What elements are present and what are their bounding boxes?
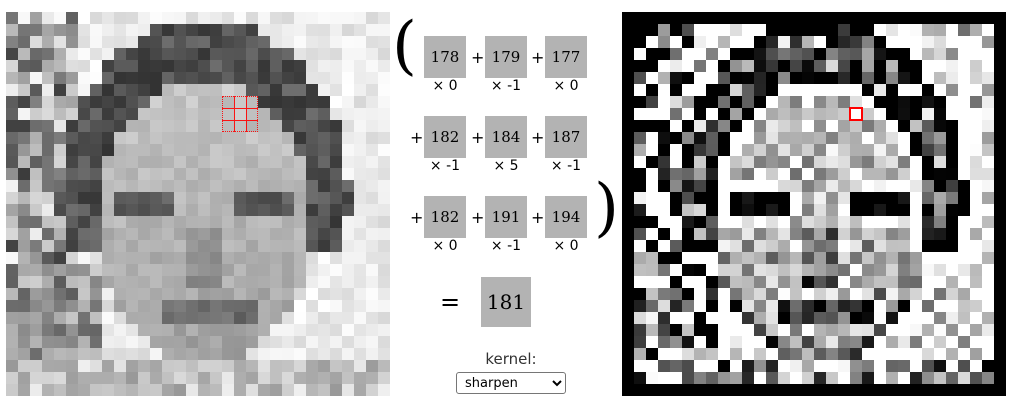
plus-sign: + bbox=[471, 208, 485, 227]
patch-cell: 187 bbox=[545, 116, 587, 158]
plus-sign: + bbox=[410, 208, 424, 227]
kernel-label: kernel: bbox=[485, 350, 537, 368]
plus-sign: + bbox=[531, 208, 545, 227]
patch-cell: 194 bbox=[545, 196, 587, 238]
kernel-weight: × 0 bbox=[553, 78, 579, 94]
kernel-weight: × -1 bbox=[550, 158, 582, 174]
open-parenthesis: ( bbox=[392, 9, 417, 83]
patch-cell: 182 bbox=[424, 116, 466, 158]
patch-cell: 179 bbox=[485, 36, 527, 78]
patch-cell: 184 bbox=[485, 116, 527, 158]
kernel-weight: × 0 bbox=[432, 78, 458, 94]
kernel-weight: × -1 bbox=[429, 158, 461, 174]
input-patch-highlight bbox=[222, 96, 258, 132]
output-image-frame bbox=[622, 12, 1006, 396]
output-image[interactable] bbox=[634, 24, 994, 384]
input-image[interactable] bbox=[6, 12, 390, 396]
plus-sign: + bbox=[531, 128, 545, 147]
kernel-weight: × 0 bbox=[553, 238, 579, 254]
output-pixel-highlight bbox=[849, 107, 863, 121]
kernel-select[interactable]: sharpen bbox=[456, 372, 566, 394]
kernel-weight: × 5 bbox=[493, 158, 519, 174]
plus-sign: + bbox=[471, 128, 485, 147]
patch-cell: 182 bbox=[424, 196, 466, 238]
kernel-weight: × -1 bbox=[490, 238, 522, 254]
kernel-weight: × -1 bbox=[490, 78, 522, 94]
plus-sign: + bbox=[471, 48, 485, 67]
plus-sign: + bbox=[410, 128, 424, 147]
close-parenthesis: ) bbox=[594, 171, 619, 245]
kernel-weight: × 0 bbox=[432, 238, 458, 254]
equals-sign: = bbox=[440, 288, 461, 316]
patch-cell: 177 bbox=[545, 36, 587, 78]
result-cell: 181 bbox=[481, 277, 531, 327]
patch-cell: 191 bbox=[485, 196, 527, 238]
patch-cell: 178 bbox=[424, 36, 466, 78]
plus-sign: + bbox=[531, 48, 545, 67]
